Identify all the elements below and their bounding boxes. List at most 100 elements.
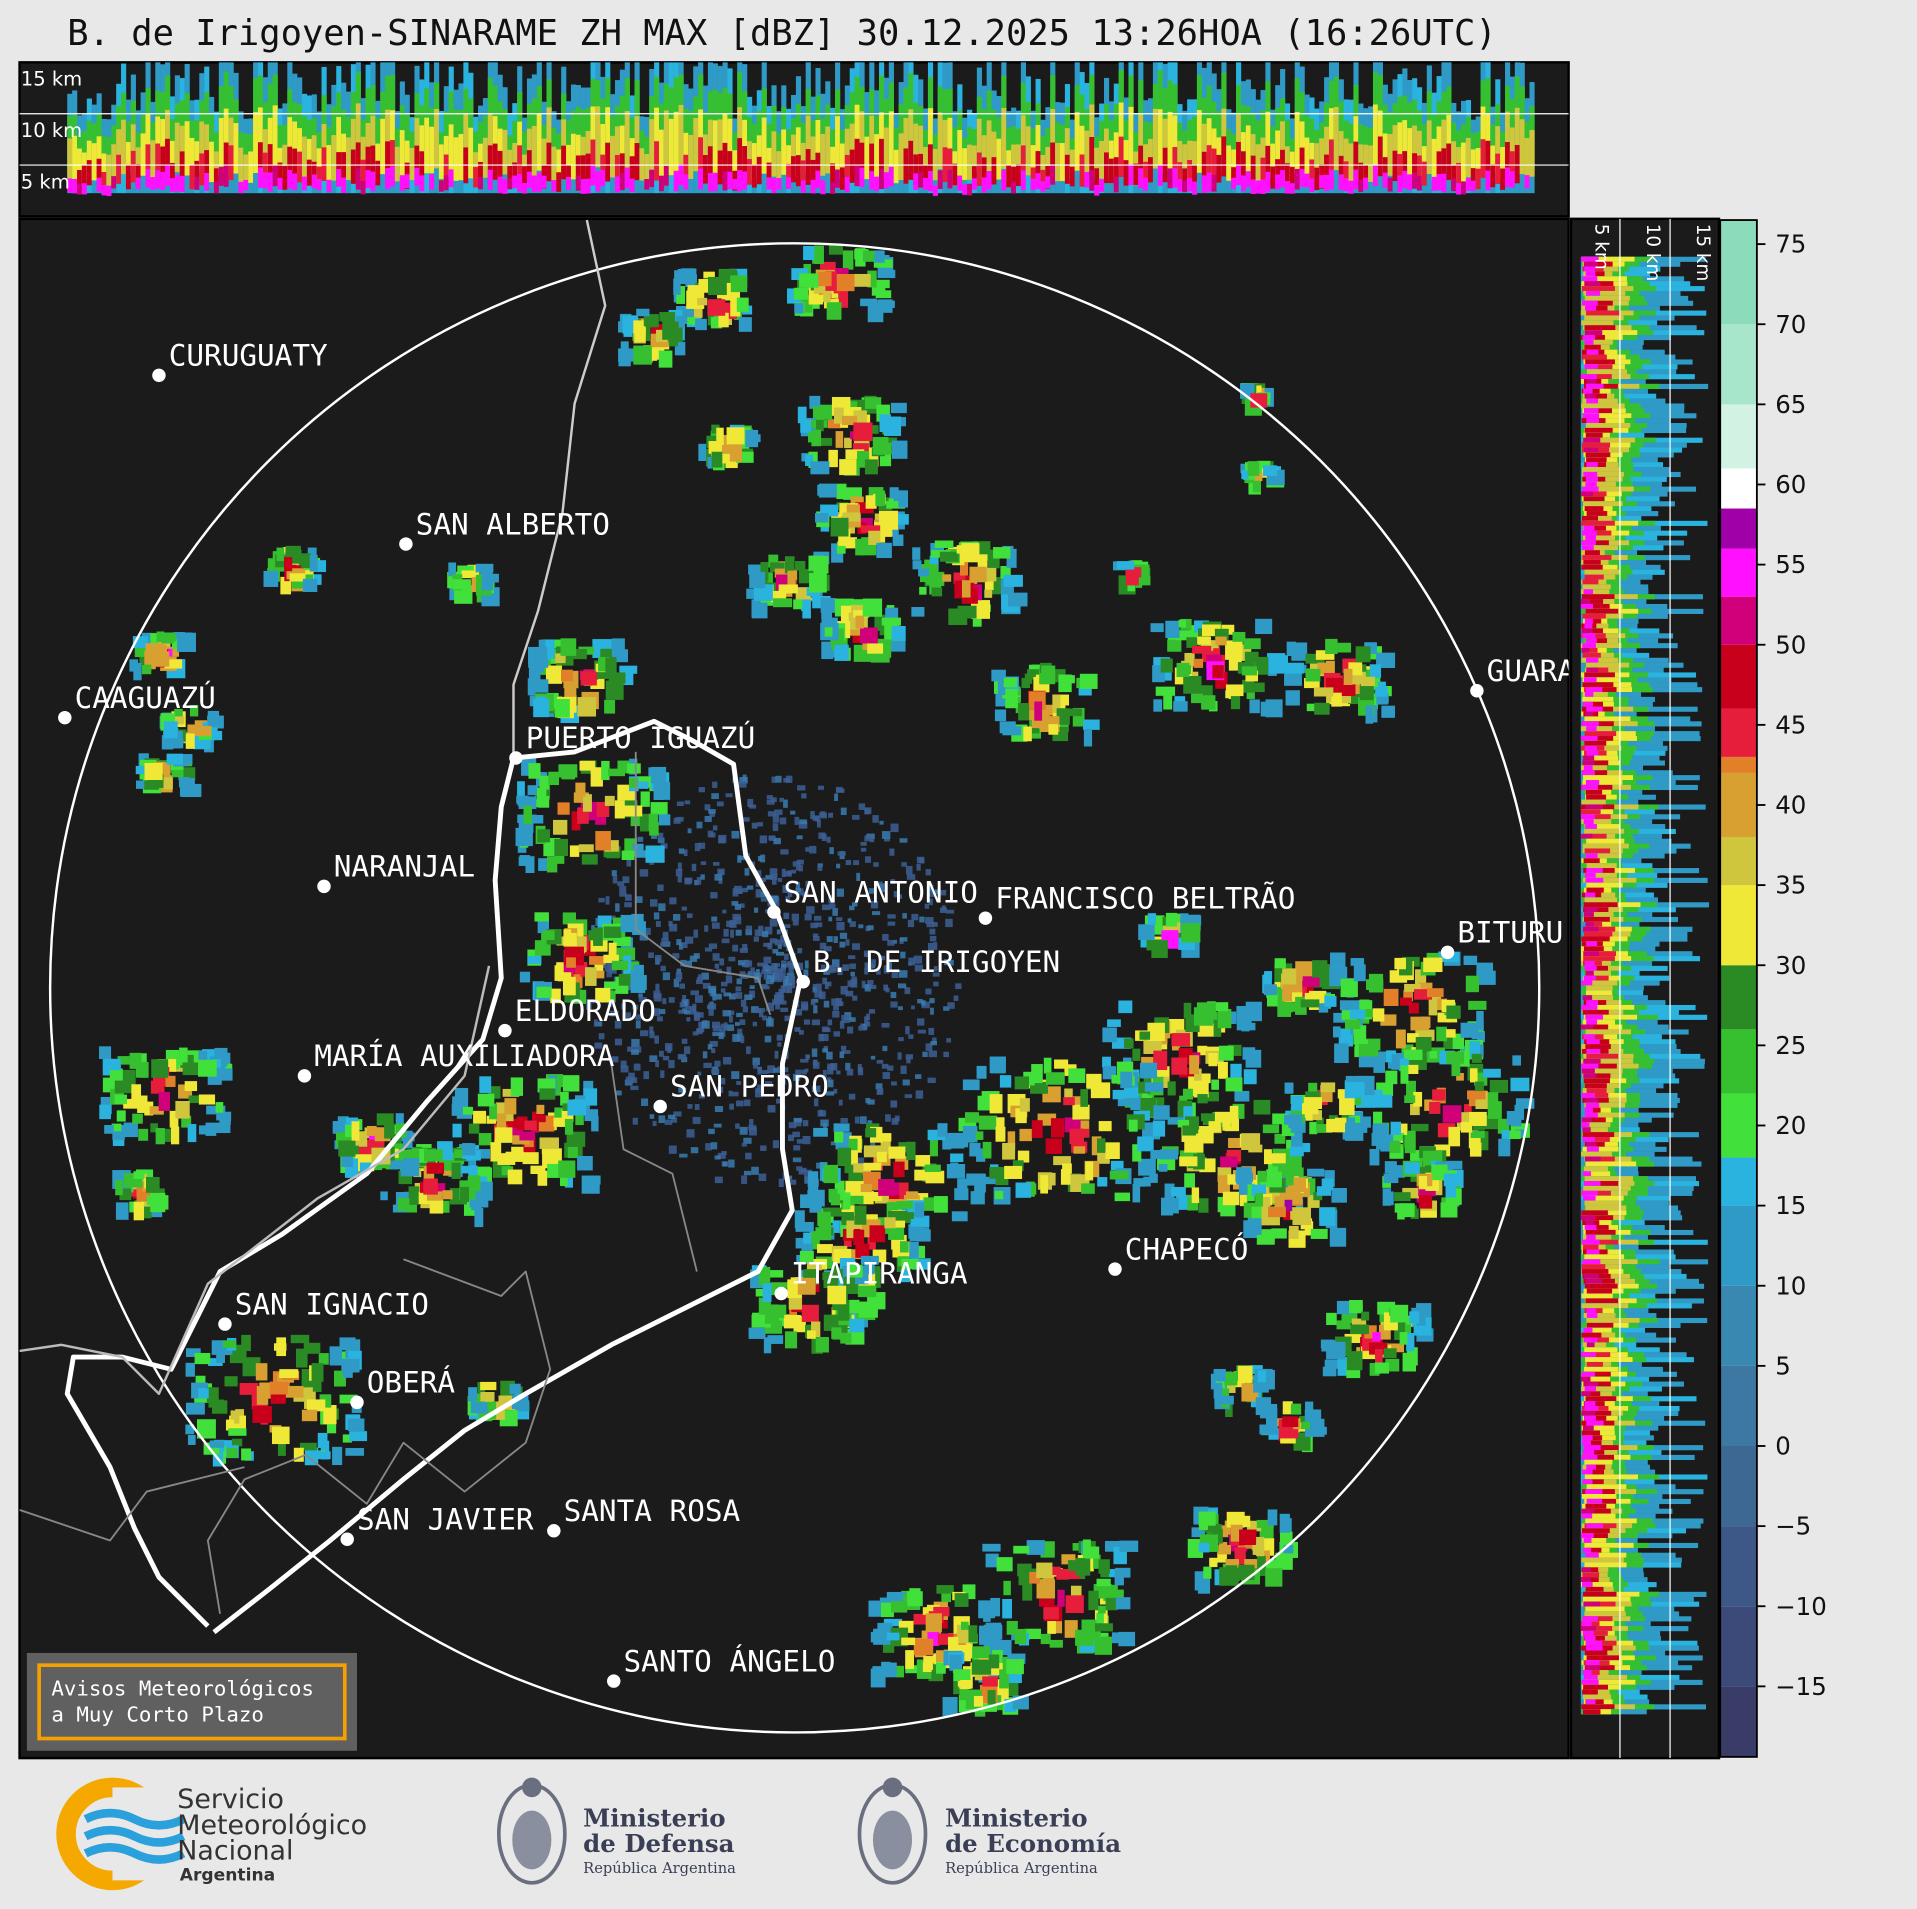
profile-cell	[629, 178, 635, 193]
profile-cell	[174, 122, 180, 173]
echo	[138, 1128, 149, 1141]
clutter	[852, 943, 861, 950]
profile-cell	[1192, 164, 1198, 190]
echo	[603, 926, 622, 938]
echo	[166, 753, 183, 765]
echo	[1415, 1029, 1435, 1041]
echo	[842, 624, 861, 636]
profile-cell	[1011, 166, 1017, 190]
profile-cell	[629, 156, 635, 183]
profile-cell	[717, 119, 723, 173]
profile-cell	[791, 134, 797, 176]
clutter	[925, 917, 934, 924]
echo	[252, 1406, 272, 1423]
echo	[878, 510, 899, 530]
profile-cell	[1348, 180, 1354, 194]
profile-cell	[795, 127, 802, 177]
clutter	[769, 938, 778, 944]
echo	[905, 1191, 919, 1200]
echo	[1456, 1073, 1464, 1081]
echo	[1043, 1607, 1059, 1620]
echo	[1289, 1146, 1304, 1157]
echo	[1222, 1121, 1231, 1131]
clutter	[900, 1065, 907, 1075]
echo	[853, 610, 870, 618]
echo	[510, 1077, 523, 1096]
profile-cell	[512, 175, 518, 189]
echo	[933, 1196, 948, 1213]
clutter	[916, 856, 925, 864]
profile-cell	[1030, 167, 1036, 190]
clutter	[757, 972, 763, 977]
profile-cell	[1255, 180, 1261, 194]
echo	[280, 576, 292, 595]
clutter	[744, 994, 753, 1001]
clutter	[656, 1016, 663, 1022]
clutter	[693, 953, 700, 959]
profile-cell	[1470, 168, 1476, 188]
echo	[1407, 1033, 1419, 1043]
clutter	[840, 1045, 847, 1051]
echo	[490, 1142, 502, 1162]
profile-cell	[375, 160, 381, 186]
profile-cell	[81, 183, 88, 195]
echo	[953, 1669, 971, 1682]
clutter	[805, 847, 810, 852]
echo	[1302, 976, 1320, 987]
echo	[1191, 693, 1203, 704]
echo	[1446, 1005, 1461, 1019]
echo	[738, 317, 752, 332]
profile-cell	[575, 155, 581, 185]
echo	[636, 850, 652, 858]
profile-cell	[370, 171, 376, 192]
profile-cell	[619, 125, 625, 178]
clutter	[766, 1002, 774, 1012]
profile-cell	[898, 133, 904, 181]
clutter	[925, 869, 931, 876]
clutter	[719, 958, 725, 966]
profile-cell	[879, 138, 885, 178]
clutter	[705, 1143, 712, 1151]
profile-cell	[1172, 168, 1178, 188]
profile-cell	[1416, 155, 1423, 184]
clutter	[876, 970, 881, 975]
echo	[553, 1117, 570, 1127]
clutter	[890, 991, 897, 999]
echo	[339, 1394, 358, 1404]
echo	[1179, 937, 1189, 949]
echo	[424, 1149, 443, 1162]
echo	[1064, 1620, 1078, 1638]
profile-cell	[590, 139, 596, 179]
echo	[311, 1363, 324, 1382]
clutter	[638, 997, 647, 1002]
profile-cell	[1446, 143, 1452, 180]
profile-cell	[883, 172, 890, 189]
echo	[1065, 1595, 1084, 1614]
echo	[867, 643, 884, 654]
profile-cell	[1211, 174, 1217, 192]
profile-cell	[1431, 176, 1437, 191]
profile-cell	[272, 165, 278, 187]
echo	[1301, 1421, 1311, 1430]
clutter	[787, 960, 792, 966]
echo	[1300, 1221, 1314, 1230]
clutter	[626, 859, 632, 867]
clutter	[607, 1002, 613, 1007]
echo	[1428, 997, 1438, 1016]
echo	[806, 1330, 816, 1339]
clutter	[821, 1026, 829, 1033]
clutter	[659, 1008, 666, 1015]
clutter	[776, 929, 781, 935]
echo	[605, 657, 617, 677]
echo	[860, 1183, 872, 1193]
clutter	[856, 872, 861, 881]
clutter	[925, 988, 932, 995]
clutter	[864, 1016, 869, 1025]
clutter	[662, 1055, 670, 1061]
echo	[539, 775, 550, 790]
profile-cell	[341, 152, 347, 182]
profile-cell	[125, 141, 132, 182]
clutter	[812, 815, 820, 821]
echo	[794, 303, 804, 314]
profile-cell	[502, 178, 508, 194]
